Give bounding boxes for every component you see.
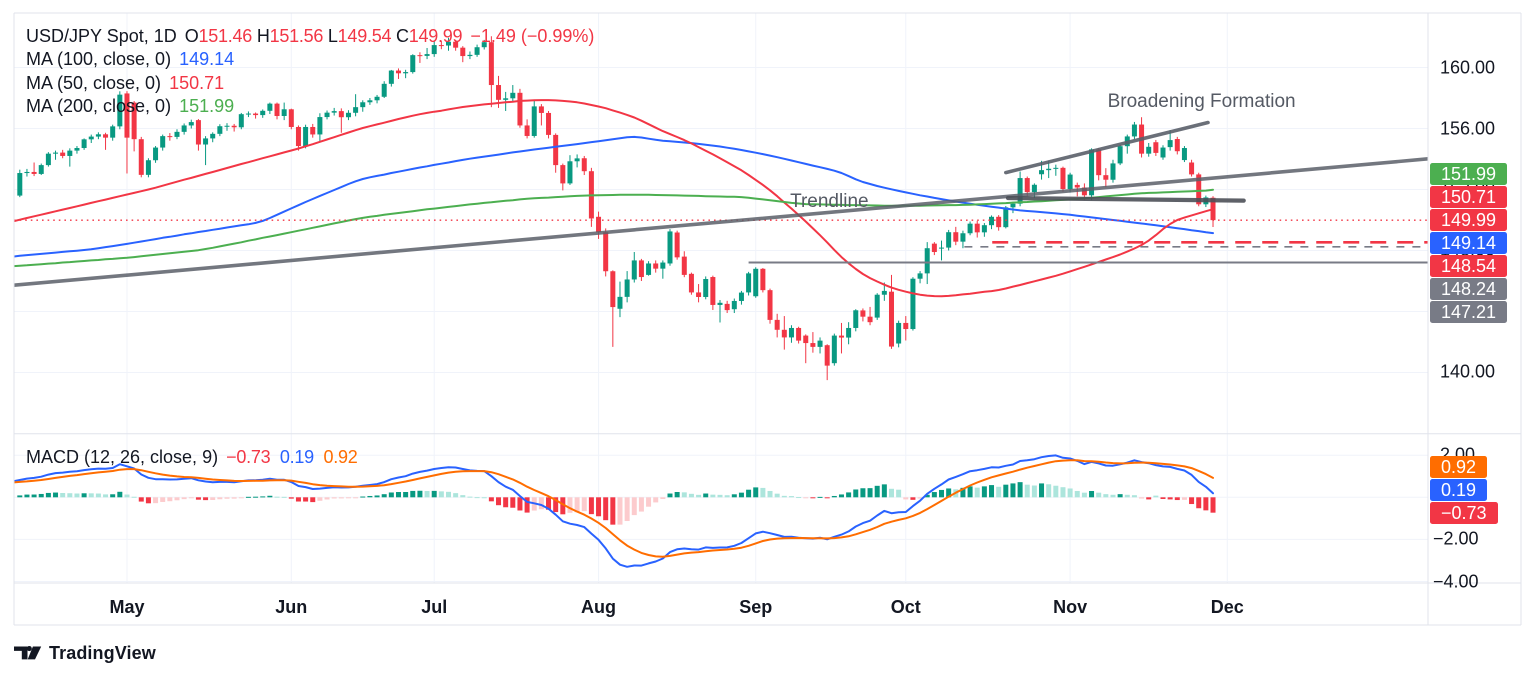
drawing-trendline-main[interactable] (0, 157, 1428, 288)
ma100-label: MA (100, close, 0) (26, 49, 172, 69)
drawing-broadening-lower[interactable] (1005, 195, 1246, 203)
price-axis-label: 160.00 (1440, 57, 1496, 77)
ma-line-ma200 (14, 188, 1214, 268)
tradingview-logo-icon (14, 646, 42, 660)
macd-axis-tag: 0.92 (1430, 455, 1488, 478)
time-axis-label-sep: Sep (739, 597, 773, 617)
time-axis-label-jun: Jun (275, 597, 308, 617)
ohlc-value: 151.46 (198, 25, 253, 46)
gridlines (14, 13, 1428, 583)
symbol-title[interactable]: USD/JPY Spot, 1D (26, 25, 177, 46)
ohlc-key: C (396, 25, 409, 46)
ma200-label: MA (200, close, 0) (26, 96, 172, 116)
macd-value: −0.73 (226, 446, 271, 467)
ma-line-ma50 (14, 99, 1214, 298)
price-axis-tag: 151.99 (1430, 163, 1508, 186)
macd-axis-tag: −0.73 (1430, 501, 1498, 524)
macd-histogram (17, 482, 1216, 525)
ma50-value: 150.71 (169, 72, 225, 93)
drawing-broadening-upper[interactable] (1004, 120, 1210, 175)
tradingview-logo-text: TradingView (49, 643, 156, 663)
ohlc-key: L (327, 25, 338, 46)
price-axis-tag: 148.24 (1430, 278, 1508, 301)
macd-value: 0.92 (323, 446, 358, 467)
time-axis-label-jul: Jul (421, 597, 448, 617)
legend-ma-row: MA (100, close, 0) 149.14 (26, 48, 234, 72)
tradingview-logo[interactable]: TradingView (14, 643, 156, 664)
ohlc-value: 149.54 (337, 25, 392, 46)
legend-symbol-row: USD/JPY Spot, 1D O151.46 H151.56 L149.54 … (26, 25, 594, 49)
ma100-value: 149.14 (179, 49, 235, 69)
macd-axis-label: −4.00 (1433, 571, 1479, 591)
ohlc-value: 151.56 (269, 25, 324, 46)
price-axis-tag: 147.21 (1430, 301, 1508, 324)
ohlc-key: H (256, 25, 270, 46)
price-axis-label: 140.00 (1440, 361, 1496, 382)
time-axis-label-oct: Oct (890, 597, 921, 617)
price-axis-tag: 149.14 (1430, 232, 1508, 255)
legend-macd-row: MACD (12, 26, close, 9) −0.73 0.19 0.92 (26, 446, 358, 470)
annotation-broadening-formation[interactable]: Broadening Formation (1107, 90, 1296, 112)
price-axis-label: 156.00 (1440, 118, 1496, 138)
annotation-trendline[interactable]: Trendline (790, 190, 869, 212)
macd-label: MACD (12, 26, close, 9) (26, 446, 219, 467)
price-axis-tag: 149.99 (1430, 209, 1508, 232)
time-axis-label-may: May (109, 597, 145, 617)
macd-line (14, 454, 1214, 568)
change-value: −1.49 (−0.99%) (470, 25, 595, 46)
macd-signal-line (14, 459, 1214, 558)
price-axis-tag: 150.71 (1430, 186, 1508, 209)
time-axis-label-aug: Aug (581, 597, 617, 617)
legend-ma-row: MA (50, close, 0) 150.71 (26, 72, 224, 96)
macd-axis-tag: 0.19 (1430, 478, 1488, 501)
ma50-label: MA (50, close, 0) (26, 72, 162, 93)
ma-line-ma100 (14, 135, 1214, 258)
price-axis-tag: 148.54 (1430, 255, 1508, 278)
ohlc-key: O (184, 25, 199, 46)
pane-borders (13, 12, 1522, 626)
legend-ma-row: MA (200, close, 0) 151.99 (26, 95, 234, 119)
macd-axis-label: −2.00 (1433, 528, 1479, 549)
macd-value: 0.19 (279, 446, 314, 467)
time-axis-label-nov: Nov (1053, 597, 1088, 617)
ma200-value: 151.99 (179, 96, 235, 116)
ohlc-value: 149.99 (408, 25, 463, 46)
time-axis-label-dec: Dec (1210, 597, 1244, 617)
